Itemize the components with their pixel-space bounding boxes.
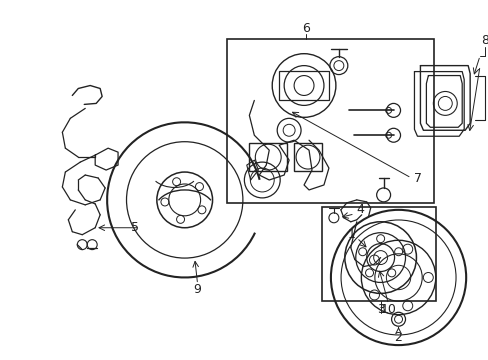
Text: 6: 6 xyxy=(302,22,309,35)
Bar xyxy=(321,207,435,301)
Text: 7: 7 xyxy=(414,171,422,185)
Text: 8: 8 xyxy=(480,34,488,47)
Text: 5: 5 xyxy=(131,221,139,234)
Text: 4: 4 xyxy=(356,203,364,216)
Bar xyxy=(249,143,286,171)
Text: 3: 3 xyxy=(376,303,384,316)
Bar xyxy=(293,143,321,171)
Text: 9: 9 xyxy=(193,283,201,296)
Text: 10: 10 xyxy=(380,303,396,316)
Bar xyxy=(227,39,433,203)
Bar xyxy=(279,71,328,100)
Text: 2: 2 xyxy=(394,330,402,344)
Text: 1: 1 xyxy=(347,228,355,241)
